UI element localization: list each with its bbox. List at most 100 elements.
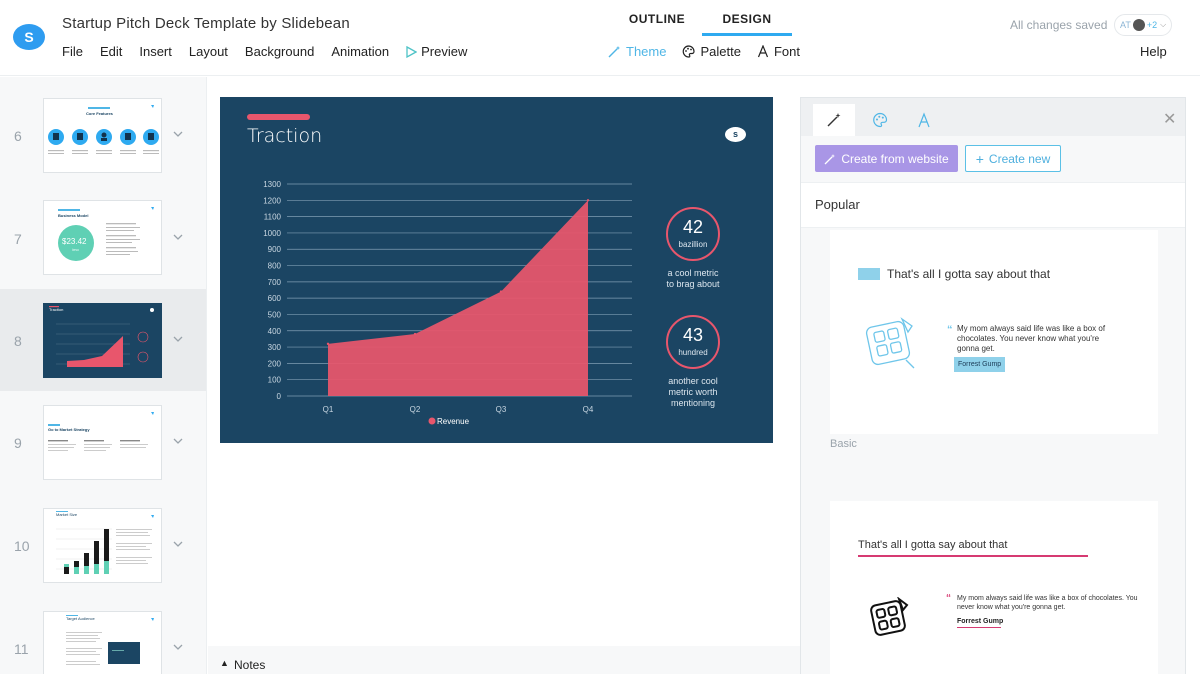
slide-thumbnail[interactable]: Core Features: [43, 98, 162, 173]
create-from-website-button[interactable]: Create from website: [815, 145, 958, 172]
slide-thumbnail[interactable]: Traction: [43, 303, 162, 378]
metric-value: 42: [682, 217, 704, 237]
slide-number: 8: [14, 333, 22, 349]
y-tick-label: 1100: [264, 213, 282, 222]
slide-thumbnail[interactable]: Business Model $23.42 /mo: [43, 200, 162, 275]
preview-button[interactable]: Preview: [406, 44, 484, 59]
thumbnail-price-unit: /mo: [72, 247, 79, 252]
palette-label: Palette: [700, 44, 741, 59]
chevron-down-icon: ⌵: [1160, 20, 1167, 29]
metric-value: 43: [682, 325, 704, 345]
y-tick-label: 700: [268, 278, 282, 287]
preview-label: Preview: [421, 44, 468, 59]
thumbnail-title: Target Audience: [66, 616, 95, 621]
menu-animation[interactable]: Animation: [331, 44, 390, 59]
caption-line: another cool: [668, 376, 718, 386]
chevron-down-icon[interactable]: [172, 128, 184, 140]
caption-line: metric worth: [668, 387, 718, 397]
y-tick-label: 800: [268, 262, 282, 271]
quote-line: never know what you're gonna get.: [957, 604, 1066, 611]
x-tick-label: Q4: [583, 405, 594, 414]
y-tick-label: 500: [268, 310, 282, 319]
y-tick-label: 600: [268, 294, 282, 303]
help-link[interactable]: Help: [1140, 44, 1167, 59]
y-tick-label: 900: [268, 245, 282, 254]
y-tick-label: 300: [268, 343, 282, 352]
slide-row-7[interactable]: 7 Business Model $23.42 /mo: [0, 185, 206, 287]
y-tick-label: 400: [268, 327, 282, 336]
slide-row-11[interactable]: 11 Target Audience: [0, 595, 206, 674]
theme-card-2[interactable]: That's all I gotta say about that “ My m…: [830, 501, 1158, 675]
legend-label: Revenue: [437, 417, 470, 426]
create-new-button[interactable]: + Create new: [965, 145, 1061, 172]
slide-sidebar: 6 Core Features 7 Business Model $23.42 …: [0, 77, 207, 674]
magic-wand-icon: [827, 113, 841, 127]
author-underline: [957, 627, 1001, 628]
quote-line: My mom always said life was like a box o…: [957, 324, 1106, 333]
slide-row-9[interactable]: 9 Go to Market Strategy: [0, 391, 206, 493]
tab-design[interactable]: DESIGN: [702, 10, 792, 36]
thumbnail-art: [56, 511, 154, 574]
caption-line: a cool metric: [667, 268, 719, 278]
slide-row-10[interactable]: 10 Market Size: [0, 493, 206, 595]
menu-file[interactable]: File: [62, 44, 83, 59]
palette-tool[interactable]: Palette: [682, 44, 741, 59]
slide-logo: s: [725, 127, 746, 142]
menu-insert[interactable]: Insert: [139, 44, 172, 59]
menu-edit[interactable]: Edit: [99, 44, 123, 59]
slide-canvas[interactable]: Traction s 0 100 200 300 400 500 600 700 800 900 1…: [220, 97, 773, 443]
chevron-down-icon[interactable]: [172, 231, 184, 243]
slide-thumbnail[interactable]: Go to Market Strategy: [43, 405, 162, 480]
thumbnail-title: Go to Market Strategy: [48, 427, 90, 432]
theme-heading: That's all I gotta say about that: [858, 539, 1008, 551]
panel-tab-theme[interactable]: [813, 104, 855, 136]
metric-caption-1: a cool metric to brag about: [648, 268, 738, 290]
menu-layout[interactable]: Layout: [188, 44, 228, 59]
chevron-down-icon[interactable]: [172, 435, 184, 447]
chevron-down-icon[interactable]: [172, 641, 184, 653]
waffle-icon: [865, 317, 915, 369]
quote-icon: “: [947, 324, 953, 336]
x-tick-label: Q1: [323, 405, 334, 414]
caption-line: mentioning: [670, 398, 716, 408]
tab-outline[interactable]: OUTLINE: [628, 12, 686, 26]
font-tool[interactable]: Font: [757, 44, 800, 59]
document-title[interactable]: Startup Pitch Deck Template by Slidebean: [62, 15, 350, 32]
panel-tab-palette[interactable]: [859, 104, 901, 136]
quote-line: gonna get.: [957, 344, 995, 353]
thumbnail-title: Market Size: [56, 512, 78, 517]
slide-row-6[interactable]: 6 Core Features: [0, 83, 206, 185]
theme-card-basic[interactable]: That's all I gotta say about that “ My m…: [830, 230, 1158, 434]
quote-icon: “: [946, 593, 951, 604]
collaborator-count: +2: [1146, 20, 1158, 30]
revenue-chart[interactable]: 0 100 200 300 400 500 600 700 800 900 1000 1100 1200…: [220, 97, 773, 443]
slide-number: 11: [14, 641, 29, 657]
notes-bar[interactable]: ▲ Notes: [208, 646, 800, 674]
slidebean-logo[interactable]: S: [13, 24, 45, 50]
play-icon: [406, 45, 418, 58]
menu-background[interactable]: Background: [244, 44, 315, 59]
slide-thumbnail[interactable]: Target Audience: [43, 611, 162, 674]
panel-tab-font[interactable]: [903, 104, 945, 136]
legend-swatch: [428, 417, 436, 425]
save-status: All changes saved: [1010, 18, 1108, 32]
create-from-website-label: Create from website: [841, 151, 949, 166]
slide-title[interactable]: Traction: [247, 125, 323, 147]
collaborators-button[interactable]: AT +2 ⌵: [1114, 14, 1173, 36]
close-icon[interactable]: ✕: [1163, 111, 1177, 128]
create-new-label: Create new: [988, 151, 1051, 166]
notes-label: Notes: [234, 658, 266, 672]
theme-author: Forrest Gump: [957, 618, 1004, 625]
slide-thumbnail[interactable]: Market Size: [43, 508, 162, 583]
y-tick-label: 1300: [263, 180, 281, 189]
thumbnail-title: Business Model: [58, 213, 89, 218]
slide-row-8[interactable]: 8 Traction: [0, 289, 206, 391]
chevron-down-icon[interactable]: [172, 538, 184, 550]
design-panel: ✕ Create from website + Create new Popul…: [800, 97, 1186, 675]
plus-icon: +: [975, 150, 984, 167]
font-icon: [757, 45, 769, 58]
y-tick-label: 0: [277, 392, 282, 401]
theme-tool[interactable]: Theme: [608, 44, 666, 59]
title-accent-bar: [247, 114, 310, 120]
chevron-down-icon[interactable]: [172, 333, 184, 345]
